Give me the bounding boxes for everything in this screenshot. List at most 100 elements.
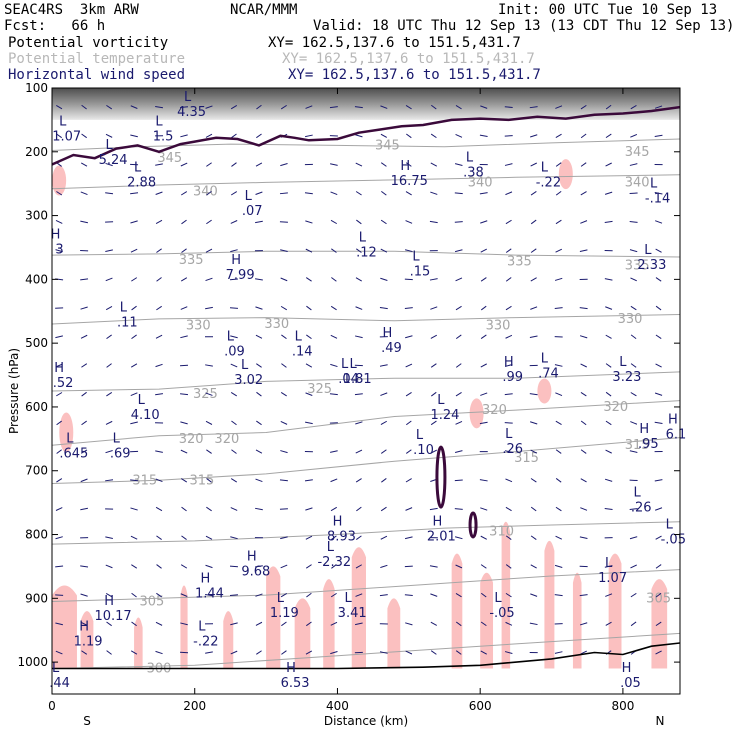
wind-arrow [580, 507, 588, 511]
wind-arrow [480, 592, 487, 598]
wind-arrow [131, 564, 138, 569]
extremum-value: 4.35 [177, 105, 206, 120]
extremum-value: 1.19 [74, 635, 103, 650]
model-label: SEAC4RS 3km ARW [4, 2, 139, 18]
wind-arrow [306, 621, 312, 627]
wind-arrow [230, 478, 238, 483]
wind-arrow [256, 420, 262, 426]
wind-arrow [130, 192, 139, 195]
tropopause-line [52, 105, 680, 166]
wind-arrow [605, 133, 612, 139]
extremum-type: H [201, 572, 211, 587]
wind-arrow [430, 334, 437, 339]
wind-arrow [406, 420, 412, 426]
wind-arrow [605, 162, 612, 167]
isentrope-label: 340 [625, 175, 650, 190]
wind-arrow [80, 507, 88, 511]
wind-arrow [255, 306, 263, 310]
wind-arrow [504, 163, 513, 166]
wind-arrow [354, 106, 363, 109]
wind-arrow [181, 506, 187, 512]
wind-arrow [455, 392, 462, 397]
extremum-type: H [51, 227, 61, 242]
x-tick-label: 0 [48, 699, 56, 713]
wind-arrow [530, 277, 537, 282]
extremum-type: H [54, 361, 64, 376]
wind-arrow [605, 449, 612, 454]
wind-arrow [655, 305, 662, 311]
wind-arrow [356, 248, 362, 253]
wind-arrow [605, 621, 612, 626]
wind-arrow [131, 334, 137, 340]
extremum-value: .49 [381, 341, 402, 356]
extremum-value: 3 [55, 242, 63, 257]
extremum-value: 2.01 [427, 529, 456, 544]
isentrope-label: 325 [193, 387, 218, 402]
extremum-value: 8.93 [327, 529, 356, 544]
extremum-value: .26 [502, 442, 523, 457]
extremum-type: L [350, 357, 358, 372]
wind-arrow [180, 564, 188, 569]
wind-arrow [555, 420, 562, 426]
wind-arrow [405, 478, 412, 483]
extremum-value: 1.5 [153, 129, 174, 144]
extremum-type: H [247, 549, 257, 564]
extremum-type: H [104, 594, 114, 609]
wind-arrow [380, 420, 387, 425]
extremum-value: .11 [117, 316, 138, 331]
wind-arrow [580, 391, 587, 397]
wind-arrow [555, 190, 562, 196]
y-tick-label: 400 [25, 272, 48, 286]
wind-arrow [206, 449, 212, 454]
pv-blob [266, 566, 281, 669]
wind-arrow [130, 479, 139, 482]
extremum-value: 1.07 [52, 129, 81, 144]
isentrope-label: 330 [186, 318, 211, 333]
wind-arrow [505, 621, 513, 626]
wind-arrow [305, 650, 313, 655]
extremum-value: 4.10 [131, 408, 160, 423]
wind-arrow [331, 564, 337, 569]
valid-label: Valid: 18 UTC Thu 12 Sep 13 (13 CDT Thu … [313, 18, 735, 34]
wind-arrow [504, 135, 513, 137]
wind-arrow [530, 478, 537, 483]
extremum-type: H [79, 620, 89, 635]
wind-arrow [655, 220, 663, 224]
wind-arrow [55, 565, 64, 568]
wind-arrow [256, 650, 262, 655]
extremum-type: L [138, 393, 146, 408]
wind-arrow [180, 134, 188, 138]
extremum-type: L [184, 90, 192, 105]
wind-arrow [630, 105, 637, 110]
wind-arrow [380, 535, 388, 540]
wind-arrow [356, 535, 362, 540]
wind-arrow [281, 363, 287, 368]
wind-arrow [504, 450, 513, 453]
extremum-value: .05 [620, 676, 641, 691]
extremum-value: -.22 [193, 635, 218, 650]
wind-arrow [206, 162, 212, 167]
wind-arrow [455, 650, 462, 655]
wind-arrow [380, 392, 388, 396]
wind-arrow [655, 334, 662, 339]
wind-arrow [629, 192, 638, 195]
wind-arrow [430, 449, 438, 454]
pv-contour [468, 511, 478, 539]
wind-arrow [131, 621, 137, 627]
wind-arrow [231, 133, 237, 139]
wind-arrow [406, 133, 412, 139]
wind-arrow [430, 650, 437, 655]
x-tick-label: 600 [469, 699, 492, 713]
wind-arrow [205, 277, 213, 282]
isentrope-label: 330 [264, 317, 289, 332]
extremum-type: L [327, 540, 335, 555]
wind-arrow [331, 248, 337, 253]
wind-arrow [505, 564, 512, 569]
wind-arrow [604, 220, 613, 223]
pv-blob [180, 585, 188, 669]
wind-arrow [530, 535, 537, 540]
wind-arrow [205, 535, 213, 540]
wind-arrow [305, 363, 313, 368]
wind-arrow [155, 621, 163, 626]
wind-arrow [555, 133, 562, 138]
